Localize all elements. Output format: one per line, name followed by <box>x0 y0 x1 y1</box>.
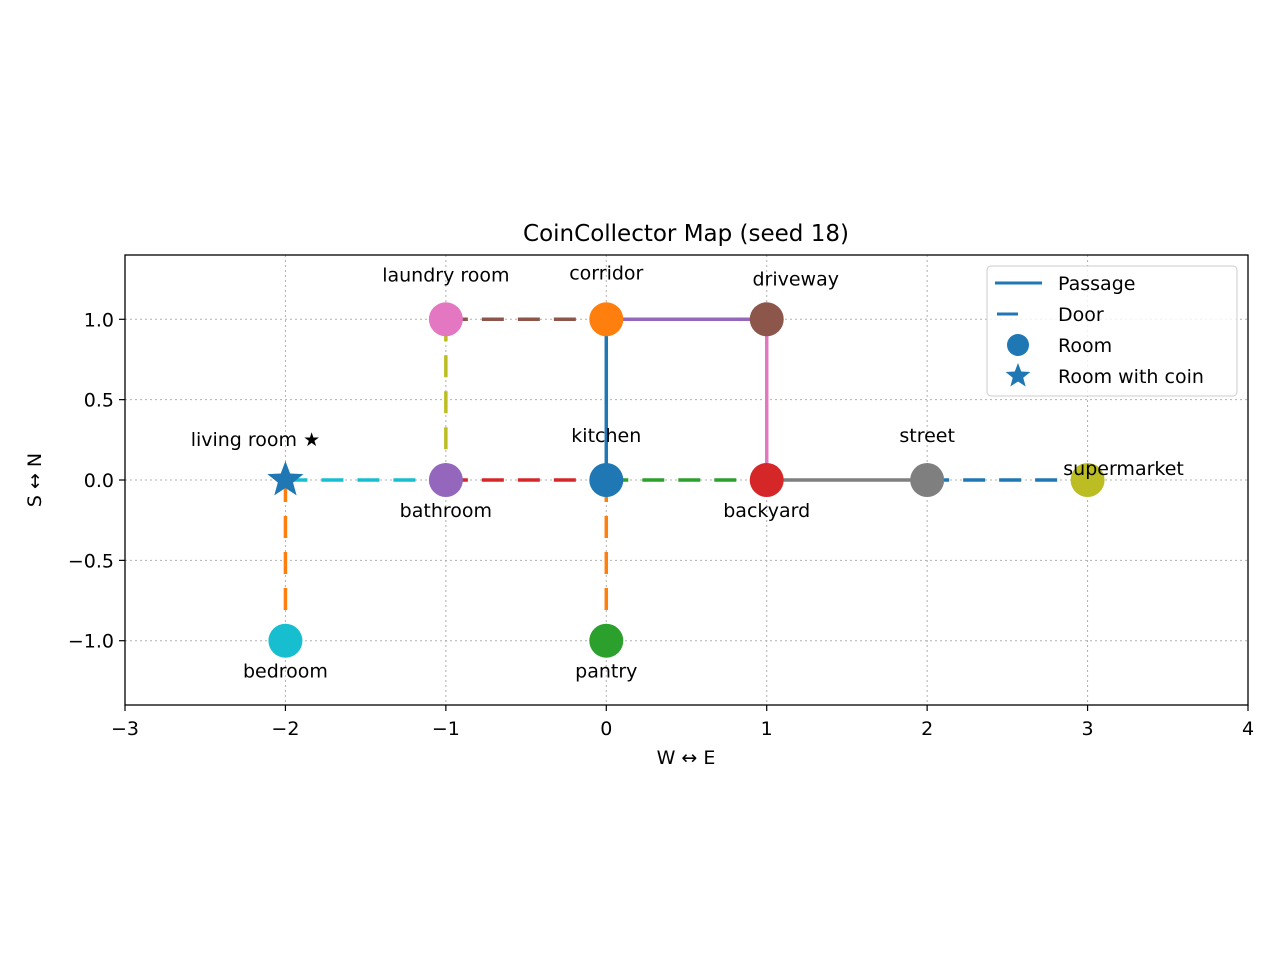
legend: Passage Door Room Room with coin <box>986 265 1238 397</box>
rooms <box>267 302 1105 658</box>
legend-door-label: Door <box>1058 304 1104 326</box>
room-label: driveway <box>752 268 839 290</box>
legend-frame <box>986 265 1238 397</box>
room-label: bedroom <box>243 661 328 683</box>
x-tick-label: 1 <box>761 718 773 740</box>
y-axis-label: S ↔ N <box>24 453 46 507</box>
room-labels: laundry room corridor driveway living room … <box>191 262 1184 682</box>
room-marker <box>428 463 463 497</box>
room-marker <box>749 463 784 497</box>
room-marker <box>589 302 624 337</box>
x-tick-label: −3 <box>111 718 139 740</box>
room-label: corridor <box>569 262 643 284</box>
connections <box>283 317 1088 641</box>
x-tick-label: −1 <box>432 718 460 740</box>
legend-coin-label: Room with coin <box>1058 366 1204 388</box>
room-marker <box>428 302 463 337</box>
room-label: pantry <box>575 661 637 683</box>
room-marker <box>589 463 624 497</box>
axis-ticks: −3 −2 −1 0 1 2 3 4 −1.0 −0.5 0.0 0.5 1.0 <box>68 309 1254 740</box>
room-marker <box>589 623 624 658</box>
legend-room-label: Room <box>1058 335 1112 357</box>
room-label: living room ★ <box>191 429 320 451</box>
room-marker <box>910 463 945 497</box>
legend-coin-star-icon <box>1005 363 1031 387</box>
chart-title: CoinCollector Map (seed 18) <box>523 221 849 247</box>
room-label: street <box>899 425 955 447</box>
room-label: laundry room <box>382 264 509 286</box>
x-tick-label: −2 <box>271 718 299 740</box>
legend-passage-label: Passage <box>1058 273 1135 295</box>
room-coin-star-icon <box>267 461 304 496</box>
room-label: bathroom <box>400 500 492 522</box>
x-tick-label: 3 <box>1082 718 1094 740</box>
x-tick-label: 2 <box>921 718 933 740</box>
y-tick-label: 1.0 <box>84 309 114 331</box>
y-tick-label: 0.0 <box>84 470 114 492</box>
y-tick-label: 0.5 <box>84 390 114 412</box>
room-label: kitchen <box>571 425 641 447</box>
x-axis-label: W ↔ E <box>657 747 716 769</box>
room-marker <box>749 302 784 337</box>
y-tick-label: −0.5 <box>68 550 114 572</box>
room-label: supermarket <box>1063 458 1184 480</box>
y-tick-label: −1.0 <box>68 631 114 653</box>
x-tick-label: 0 <box>600 718 612 740</box>
x-tick-label: 4 <box>1242 718 1254 740</box>
legend-room-marker <box>1007 334 1029 356</box>
room-marker <box>1070 463 1105 497</box>
room-label: backyard <box>723 500 810 522</box>
room-marker <box>268 623 303 658</box>
